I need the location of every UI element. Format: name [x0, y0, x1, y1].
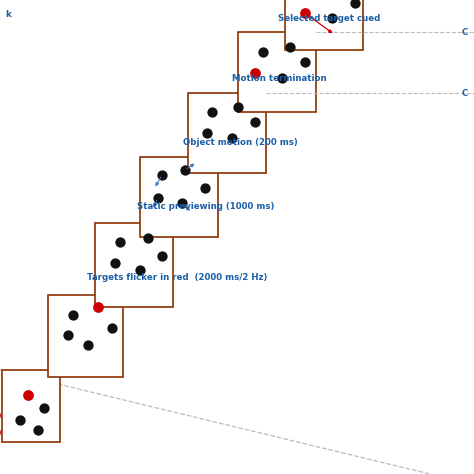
Bar	[285, 0, 363, 50]
Point	[286, 43, 294, 51]
Point	[251, 69, 259, 77]
Point	[228, 134, 236, 142]
Point	[34, 426, 42, 434]
Text: C: C	[462, 89, 468, 98]
Text: Selected target cued: Selected target cued	[278, 14, 380, 23]
Point	[69, 311, 77, 319]
Text: k: k	[5, 10, 11, 19]
Point	[301, 9, 309, 17]
Point	[158, 171, 166, 179]
Text: Targets flicker in red  (2000 ms/2 Hz): Targets flicker in red (2000 ms/2 Hz)	[87, 273, 267, 282]
Point	[328, 14, 336, 22]
Point	[108, 324, 116, 332]
Point	[301, 58, 309, 66]
Point	[208, 108, 216, 116]
Point	[201, 184, 209, 192]
Text: Motion termination: Motion termination	[232, 74, 327, 83]
Point	[24, 391, 32, 399]
Point	[181, 166, 189, 174]
Point	[178, 199, 186, 207]
Point	[136, 266, 144, 274]
Point	[259, 48, 267, 56]
Bar	[140, 157, 218, 237]
Bar	[2, 370, 60, 442]
Point	[278, 74, 286, 82]
Text: C: C	[462, 27, 468, 36]
Point	[94, 303, 102, 311]
Point	[154, 194, 162, 202]
Point	[251, 118, 259, 126]
Point	[64, 331, 72, 339]
Point	[40, 404, 48, 412]
Point	[144, 234, 152, 242]
Point	[351, 0, 359, 7]
Point	[203, 129, 211, 137]
Point	[84, 341, 92, 349]
Point	[111, 259, 119, 267]
Bar	[95, 223, 173, 307]
Bar	[238, 32, 316, 112]
Point	[16, 416, 24, 424]
Text: Static previewing (1000 ms): Static previewing (1000 ms)	[137, 202, 274, 211]
Point	[116, 238, 124, 246]
Point	[158, 252, 166, 260]
Bar	[48, 295, 123, 377]
Text: Object motion (200 ms): Object motion (200 ms)	[183, 138, 298, 147]
Bar	[188, 93, 266, 173]
Point	[234, 103, 242, 111]
